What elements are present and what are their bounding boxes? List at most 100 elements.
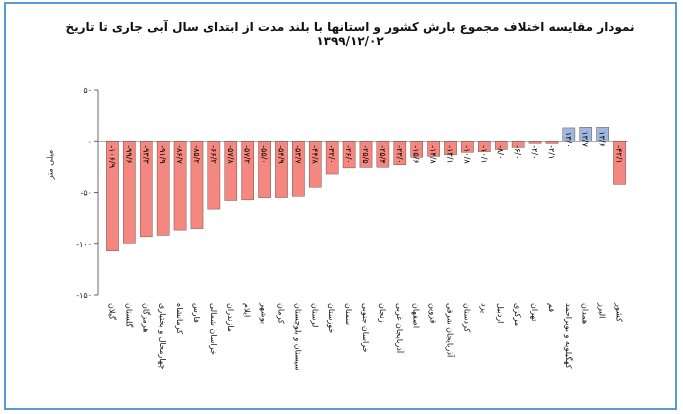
bar <box>359 141 373 168</box>
bar <box>478 141 491 152</box>
data-label: -۶/۰ <box>513 145 522 159</box>
data-label: -۹۳/۳ <box>141 145 150 164</box>
category-label: همدان <box>581 303 590 324</box>
data-label: ۱۳/۶ <box>598 131 607 147</box>
category-label: کرمان <box>276 303 285 324</box>
category-label: خوزستان <box>327 303 336 333</box>
bar <box>579 127 593 142</box>
bar <box>528 141 542 144</box>
data-label: -۸۶/۷ <box>175 145 184 164</box>
data-label: -۳۲/۰ <box>327 145 336 163</box>
bar <box>190 141 204 229</box>
category-label: فارس <box>192 303 201 323</box>
bar <box>292 141 305 197</box>
category-label: ایلام <box>243 303 252 317</box>
category-label: آذربایجان شرقی <box>446 303 456 358</box>
data-label: -۹۱/۹ <box>158 145 167 163</box>
bar <box>207 141 221 210</box>
category-label: زنجان <box>378 303 387 323</box>
data-label: -۲۵/۵ <box>361 145 370 163</box>
data-label: ۱۳/۷ <box>581 131 590 147</box>
chart-title: نمودار مقایسه اختلاف مجموع بارش کشور و ا… <box>65 20 635 48</box>
bar <box>342 141 356 169</box>
category-label: اصفهان <box>412 303 421 328</box>
bar <box>461 141 474 153</box>
category-label: کهگیلویه و بویراحمد <box>564 303 574 369</box>
category-label: هرمزگان <box>141 303 151 332</box>
data-label: -۵۷/۸ <box>226 145 235 164</box>
bar <box>123 141 136 244</box>
category-label: گیلان <box>107 303 117 320</box>
category-label: تهران <box>530 303 539 321</box>
bar <box>410 141 423 158</box>
bar <box>309 141 322 188</box>
data-label: -۲۳/۰ <box>395 145 404 163</box>
y-tick-label: ۰ <box>88 137 92 146</box>
bar <box>139 141 153 238</box>
category-label: یزد <box>479 303 488 313</box>
category-label: سیستان و بلوچستان <box>293 303 302 371</box>
y-tick-label: ۵۰ <box>83 86 92 95</box>
category-label: البرز <box>598 302 607 318</box>
category-label: بوشهر <box>260 302 269 324</box>
category-label: آذربایجان غربی <box>395 303 405 354</box>
data-label: -۴۴/۸ <box>310 145 319 164</box>
bar <box>325 141 339 175</box>
data-label: -۱۰۶/۹ <box>107 145 116 168</box>
data-label: -۸۵/۲ <box>192 145 201 163</box>
data-label: -۲/۱ <box>547 145 556 159</box>
bar <box>173 141 187 231</box>
data-label: -۵۵/۰ <box>260 145 269 163</box>
category-label: اردبیل <box>496 303 505 323</box>
y-tick-label: -۱۵۰ <box>76 291 92 300</box>
data-label: -۱۵/۶ <box>412 145 421 163</box>
bar <box>427 141 440 157</box>
category-label: خراسان شمالی <box>209 303 218 355</box>
category-label: چهارمحال و بختیاری <box>158 303 167 369</box>
data-label: -۱۴/۸ <box>429 145 438 164</box>
bar <box>106 141 119 252</box>
category-label: قزوین <box>429 303 438 324</box>
data-label: -۸/۰ <box>496 145 505 159</box>
y-tick-label: -۱۰۰ <box>76 240 92 249</box>
data-label: -۵۳/۷ <box>293 145 302 164</box>
bar <box>444 141 457 155</box>
data-label: -۶۶/۲ <box>209 145 218 163</box>
bar <box>511 141 525 148</box>
data-label: -۱۰/۸ <box>462 145 471 164</box>
y-tick-label: -۵۰ <box>81 189 92 198</box>
bar <box>393 141 407 166</box>
data-label: ۱۳/۰ <box>564 132 573 148</box>
data-label: -۱۰/۱ <box>479 145 488 163</box>
data-label: -۲/۰ <box>530 145 539 159</box>
category-label: کرمانشاه <box>175 303 184 334</box>
data-label: -۴۲/۱ <box>615 145 624 163</box>
bar <box>258 141 271 198</box>
bar <box>224 141 238 201</box>
data-label: -۹۹/۶ <box>124 145 133 163</box>
bar <box>613 141 626 185</box>
category-label: خراسان جنوبی <box>361 303 370 353</box>
category-label: کشور <box>615 302 624 322</box>
data-label: -۵۴/۹ <box>276 145 285 163</box>
bar <box>376 141 390 168</box>
data-label: -۱۳/۱ <box>446 145 455 163</box>
category-label: کردستان <box>462 303 471 332</box>
category-label: مرکزی <box>513 303 522 326</box>
bar <box>494 141 508 150</box>
data-label: -۲۵/۴ <box>378 145 387 163</box>
category-label: مازندران <box>226 303 235 332</box>
bar <box>562 127 576 142</box>
data-label: -۵۷/۲ <box>243 145 252 163</box>
bar <box>241 141 254 201</box>
bar <box>275 141 288 198</box>
category-label: سمنان <box>344 303 353 325</box>
category-label: لرستان <box>310 303 319 327</box>
bar <box>545 141 559 144</box>
category-label: قم <box>547 303 556 312</box>
category-label: گلستان <box>124 303 134 328</box>
bar <box>596 127 609 142</box>
bar <box>156 141 170 236</box>
data-label: -۲۶/۰ <box>344 145 353 163</box>
